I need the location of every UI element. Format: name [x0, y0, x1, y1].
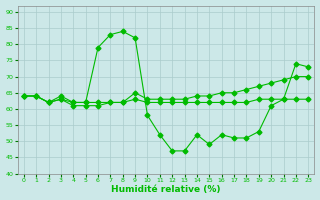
X-axis label: Humidité relative (%): Humidité relative (%)	[111, 185, 221, 194]
